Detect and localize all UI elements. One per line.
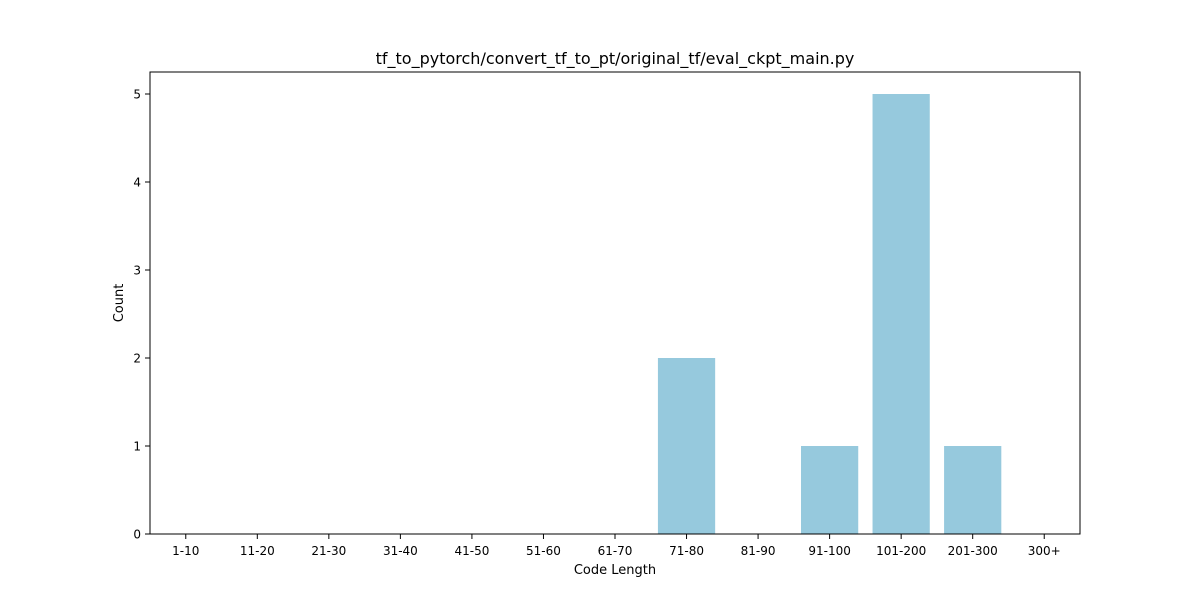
x-tick-label: 41-50 [454,544,489,558]
x-tick-label: 71-80 [669,544,704,558]
x-tick-label: 101-200 [876,544,926,558]
bar-101-200 [872,94,930,534]
bars-group [657,94,1002,534]
bar-201-300 [944,446,1002,534]
plot-frame [149,71,1081,535]
y-tick-label: 3 [133,264,141,278]
y-tick-label: 0 [133,528,141,542]
x-tick-label: 11-20 [240,544,275,558]
x-tick-label: 201-300 [948,544,998,558]
chart-title: tf_to_pytorch/convert_tf_to_pt/original_… [376,49,855,69]
y-tick-label: 4 [133,176,141,190]
y-tick-label: 2 [133,352,141,366]
x-tick-label: 81-90 [741,544,776,558]
y-axis-ticks: 0 1 2 3 4 5 [133,88,150,542]
bar-91-100 [801,446,859,534]
x-axis-ticks: 1-10 11-20 21-30 31-40 41-50 51-60 61-70 71-80 8… [172,534,1061,558]
x-tick-label: 91-100 [808,544,851,558]
x-tick-label: 21-30 [311,544,346,558]
x-tick-label: 51-60 [526,544,561,558]
y-tick-label: 1 [133,440,141,454]
x-tick-label: 1-10 [172,544,199,558]
x-axis-label: Code Length [574,563,656,578]
x-tick-label: 300+ [1028,544,1061,558]
x-tick-label: 31-40 [383,544,418,558]
y-tick-label: 5 [133,88,141,102]
bar-71-80 [657,358,716,534]
x-tick-label: 61-70 [598,544,633,558]
y-axis-label: Count [112,284,127,323]
